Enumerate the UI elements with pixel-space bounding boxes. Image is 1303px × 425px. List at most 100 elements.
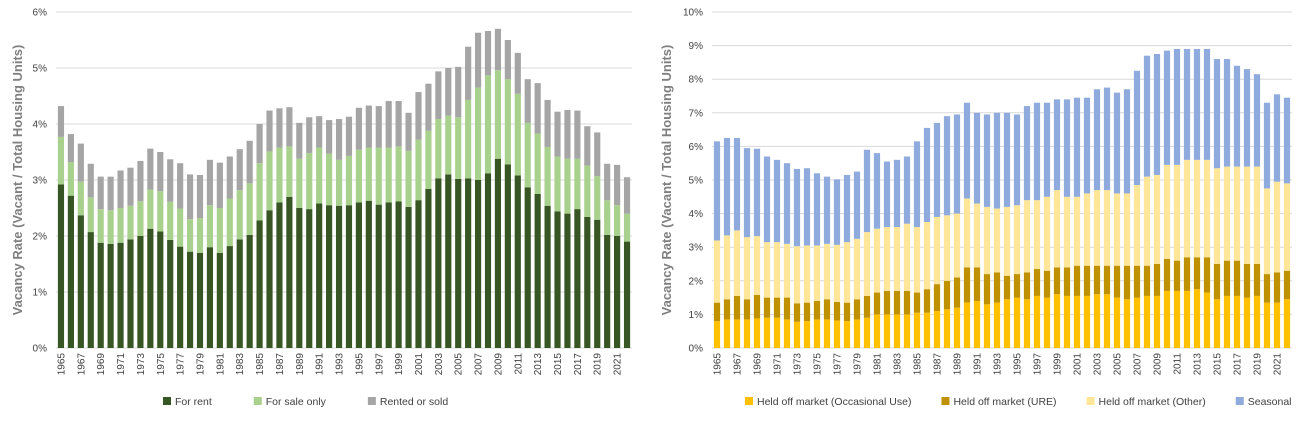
bar-segment-seasonal xyxy=(853,171,861,239)
x-tick-label: 1975 xyxy=(156,353,167,376)
bar-segment-held-off-market-ure xyxy=(1053,267,1061,295)
bar-segment-held-off-market-other xyxy=(1283,183,1291,271)
bar-segment-for-rent xyxy=(236,239,243,348)
bar-segment-for-sale-only xyxy=(256,163,263,221)
x-tick-label: 2005 xyxy=(454,353,465,376)
bar-segment-held-off-market-ure xyxy=(713,302,721,322)
bar-segment-seasonal xyxy=(1243,69,1251,167)
bar-segment-held-off-market-other xyxy=(853,238,861,300)
bar-segment-held-off-market-other xyxy=(1253,166,1261,264)
bar-segment-for-sale-only xyxy=(177,208,184,247)
bar-segment-for-sale-only xyxy=(286,146,293,197)
bar-segment-held-off-market-other xyxy=(813,245,821,301)
bar-segment-for-rent xyxy=(355,202,362,348)
y-tick-label: 2% xyxy=(689,276,704,287)
bar-segment-held-off-market-ure xyxy=(1083,265,1091,296)
bar-segment-for-rent xyxy=(107,243,114,348)
bar-segment-seasonal xyxy=(1223,59,1231,167)
legend-item: Held off market (URE) xyxy=(941,396,1057,408)
legend-swatch xyxy=(1235,397,1244,405)
y-tick-label: 5% xyxy=(33,64,48,75)
bar-segment-held-off-market-other xyxy=(1123,193,1131,266)
bar-segment-rented-or-sold xyxy=(326,120,333,154)
bar-segment-for-rent xyxy=(554,211,561,348)
x-tick-label: 1999 xyxy=(1053,353,1064,376)
bar-segment-seasonal xyxy=(1203,48,1211,160)
bar-segment-held-off-market-occasional-use xyxy=(1253,295,1261,348)
x-tick-label: 2017 xyxy=(573,353,584,376)
bar-segment-held-off-market-other xyxy=(873,228,881,293)
x-tick-label: 2011 xyxy=(513,353,524,375)
x-tick-label: 1979 xyxy=(853,353,864,376)
legend-swatch xyxy=(745,397,753,405)
bar-segment-held-off-market-ure xyxy=(1013,274,1021,298)
bar-segment-held-off-market-ure xyxy=(903,290,911,315)
bar-segment-seasonal xyxy=(993,112,1001,209)
bar-segment-held-off-market-occasional-use xyxy=(1103,294,1111,348)
bar-segment-for-sale-only xyxy=(385,147,392,203)
bar-segment-held-off-market-occasional-use xyxy=(1273,302,1281,348)
bar-segment-seasonal xyxy=(1143,55,1151,177)
bar-segment-rented-or-sold xyxy=(276,108,283,148)
bar-segment-seasonal xyxy=(873,153,881,229)
bar-segment-held-off-market-occasional-use xyxy=(973,300,981,348)
bar-segment-held-off-market-occasional-use xyxy=(1263,302,1271,348)
bar-segment-seasonal xyxy=(1033,102,1041,201)
bar-segment-held-off-market-ure xyxy=(1003,275,1011,300)
bar-segment-held-off-market-other xyxy=(1233,166,1241,261)
bar-segment-held-off-market-ure xyxy=(893,290,901,315)
bar-segment-held-off-market-other xyxy=(983,206,991,275)
bar-segment-for-sale-only xyxy=(455,117,462,179)
x-tick-label: 1987 xyxy=(933,353,944,376)
bar-segment-rented-or-sold xyxy=(395,101,402,147)
bar-segment-held-off-market-occasional-use xyxy=(793,321,801,348)
bar-segment-held-off-market-ure xyxy=(1273,272,1281,303)
bar-segment-rented-or-sold xyxy=(365,105,372,148)
bar-segment-seasonal xyxy=(743,148,751,238)
bar-segment-held-off-market-other xyxy=(783,243,791,298)
bar-segment-rented-or-sold xyxy=(236,149,243,191)
bar-segment-held-off-market-other xyxy=(753,236,761,295)
bar-segment-held-off-market-other xyxy=(1073,196,1081,266)
bar-segment-rented-or-sold xyxy=(316,116,323,148)
bar-segment-for-rent xyxy=(77,215,84,348)
legend-swatch xyxy=(1086,397,1095,405)
legend-label: Seasonal xyxy=(1248,396,1292,408)
bar-segment-held-off-market-occasional-use xyxy=(783,319,791,348)
bar-segment-for-rent xyxy=(127,239,134,348)
bar-segment-held-off-market-other xyxy=(943,215,951,281)
bar-segment-for-sale-only xyxy=(425,130,432,189)
bar-segment-held-off-market-ure xyxy=(1043,270,1051,298)
bar-segment-for-rent xyxy=(345,205,353,348)
bar-segment-held-off-market-occasional-use xyxy=(1093,294,1101,348)
bar-segment-for-sale-only xyxy=(504,79,511,165)
bar-segment-held-off-market-other xyxy=(1163,164,1171,259)
bar-segment-rented-or-sold xyxy=(345,116,353,156)
legend-label: Rented or sold xyxy=(380,396,448,408)
bar-segment-held-off-market-occasional-use xyxy=(743,319,751,348)
x-tick-label: 2019 xyxy=(1253,353,1264,376)
x-tick-label: 1993 xyxy=(993,353,1004,376)
bar-segment-seasonal xyxy=(1183,48,1191,160)
bar-segment-held-off-market-other xyxy=(1083,193,1091,266)
bar-segment-seasonal xyxy=(793,168,801,247)
bar-segment-held-off-market-other xyxy=(1053,190,1061,268)
y-tick-label: 8% xyxy=(689,75,704,86)
bar-segment-for-rent xyxy=(157,231,164,348)
x-tick-label: 1983 xyxy=(235,353,246,376)
bar-segment-held-off-market-occasional-use xyxy=(883,314,891,348)
bar-segment-held-off-market-ure xyxy=(1263,274,1271,303)
bar-segment-held-off-market-other xyxy=(833,244,841,302)
y-tick-label: 0% xyxy=(689,344,704,355)
bar-segment-seasonal xyxy=(973,112,981,204)
x-tick-label: 2007 xyxy=(474,353,485,376)
bar-segment-for-sale-only xyxy=(494,70,502,159)
x-tick-label: 1969 xyxy=(753,353,764,376)
bar-segment-for-sale-only xyxy=(117,208,124,243)
bar-segment-for-rent xyxy=(594,219,601,348)
bar-segment-held-off-market-other xyxy=(1273,181,1281,273)
y-axis-label: Vacancy Rate (Vacant / Total Housing Uni… xyxy=(659,45,674,316)
bar-segment-for-rent xyxy=(385,202,392,348)
bar-segment-held-off-market-other xyxy=(823,243,831,300)
bar-segment-rented-or-sold xyxy=(216,162,223,208)
